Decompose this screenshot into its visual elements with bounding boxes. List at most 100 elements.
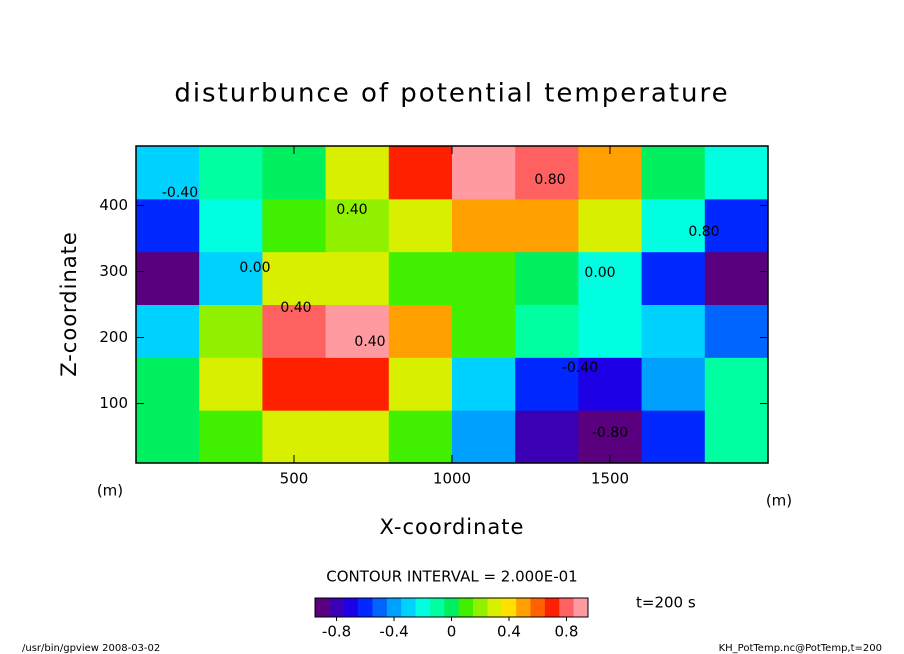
colorbar-box xyxy=(358,598,373,617)
cell xyxy=(388,146,453,200)
cell xyxy=(388,410,453,464)
cell xyxy=(704,198,769,253)
contour-label: 0.80 xyxy=(534,172,565,188)
contour-label: -0.40 xyxy=(162,185,198,201)
cell xyxy=(136,357,200,411)
y-unit: (m) xyxy=(97,482,123,500)
cell xyxy=(704,251,769,305)
contour-interval: CONTOUR INTERVAL = 2.000E-01 xyxy=(326,568,577,586)
cell xyxy=(262,410,327,464)
cell xyxy=(388,251,453,305)
cell xyxy=(262,251,327,305)
cell xyxy=(641,198,706,253)
cell xyxy=(452,251,516,305)
colorbar-box xyxy=(501,598,517,617)
colorbar-tick-label: 0.4 xyxy=(497,623,521,641)
cell xyxy=(262,304,327,358)
cell xyxy=(452,146,516,200)
chart-title: disturbunce of potential temperature xyxy=(174,79,729,109)
cell xyxy=(262,198,327,253)
cell xyxy=(641,146,706,200)
cell xyxy=(641,410,706,464)
cell xyxy=(325,410,390,464)
cell xyxy=(452,410,516,464)
cell xyxy=(515,146,579,200)
cell xyxy=(136,251,200,305)
cell xyxy=(578,357,643,411)
colorbar-box xyxy=(559,598,574,617)
cell xyxy=(262,146,327,200)
cell xyxy=(325,198,390,253)
cell xyxy=(136,146,200,200)
cell xyxy=(578,304,643,358)
colorbar-box xyxy=(458,598,474,617)
colorbar-box xyxy=(372,598,388,617)
colorbar-box xyxy=(473,598,488,617)
contour-label: 0.40 xyxy=(280,300,311,316)
colorbar-tick-label: 0 xyxy=(447,623,457,641)
cell xyxy=(452,357,516,411)
time-label: t=200 s xyxy=(636,594,696,612)
y-axis-label: Z-coordinate xyxy=(57,231,81,377)
cell xyxy=(515,304,579,358)
colorbar-box xyxy=(329,598,345,617)
colorbar-box xyxy=(315,598,330,617)
y-tick-label: 100 xyxy=(99,394,128,412)
contour-label: -0.80 xyxy=(592,425,628,441)
cell xyxy=(578,410,643,464)
cell xyxy=(388,304,453,358)
cell xyxy=(704,410,769,464)
cell xyxy=(704,304,769,358)
cell xyxy=(641,304,706,358)
colorbar-box xyxy=(386,598,402,617)
colorbar-box xyxy=(516,598,531,617)
colorbar-box xyxy=(573,598,589,617)
cell xyxy=(452,304,516,358)
colorbar-tick-label: 0.8 xyxy=(555,623,579,641)
contour-label: 0.80 xyxy=(688,224,719,240)
cell xyxy=(578,251,643,305)
cell xyxy=(136,410,200,464)
cell xyxy=(199,198,263,253)
cell xyxy=(199,357,263,411)
colorbar-box xyxy=(544,598,560,617)
colorbar-box xyxy=(415,598,431,617)
y-tick-label: 400 xyxy=(99,196,128,214)
cell xyxy=(325,251,390,305)
contour-label: 0.00 xyxy=(239,260,270,276)
cell xyxy=(641,357,706,411)
cell xyxy=(199,146,263,200)
cell xyxy=(515,251,579,305)
cell xyxy=(515,410,579,464)
footer-left: /usr/bin/gpview 2008-03-02 xyxy=(22,643,160,654)
cell xyxy=(199,410,263,464)
contour-label: 0.40 xyxy=(354,334,385,350)
cell xyxy=(641,251,706,305)
cell xyxy=(704,146,769,200)
cell xyxy=(325,146,390,200)
colorbar-box xyxy=(429,598,445,617)
colorbar-box xyxy=(401,598,416,617)
cell xyxy=(452,198,516,253)
colorbar-box xyxy=(530,598,546,617)
colorbar-box xyxy=(343,598,359,617)
colorbar-tick-label: -0.4 xyxy=(379,623,408,641)
cell xyxy=(704,357,769,411)
cell xyxy=(199,304,263,358)
cell xyxy=(325,357,390,411)
x-axis-label: X-coordinate xyxy=(380,515,525,539)
cell xyxy=(388,198,453,253)
colorbar-box xyxy=(487,598,503,617)
cell xyxy=(515,357,579,411)
cell xyxy=(578,146,643,200)
x-tick-label: 500 xyxy=(280,470,309,488)
y-tick-label: 200 xyxy=(99,328,128,346)
cell xyxy=(136,198,200,253)
contour-label: 0.40 xyxy=(336,202,367,218)
contour-label: 0.00 xyxy=(584,265,615,281)
colorbar-box xyxy=(444,598,459,617)
x-unit: (m) xyxy=(766,492,792,510)
footer-right: KH_PotTemp.nc@PotTemp,t=200 xyxy=(719,643,882,654)
contour-label: -0.40 xyxy=(562,360,598,376)
